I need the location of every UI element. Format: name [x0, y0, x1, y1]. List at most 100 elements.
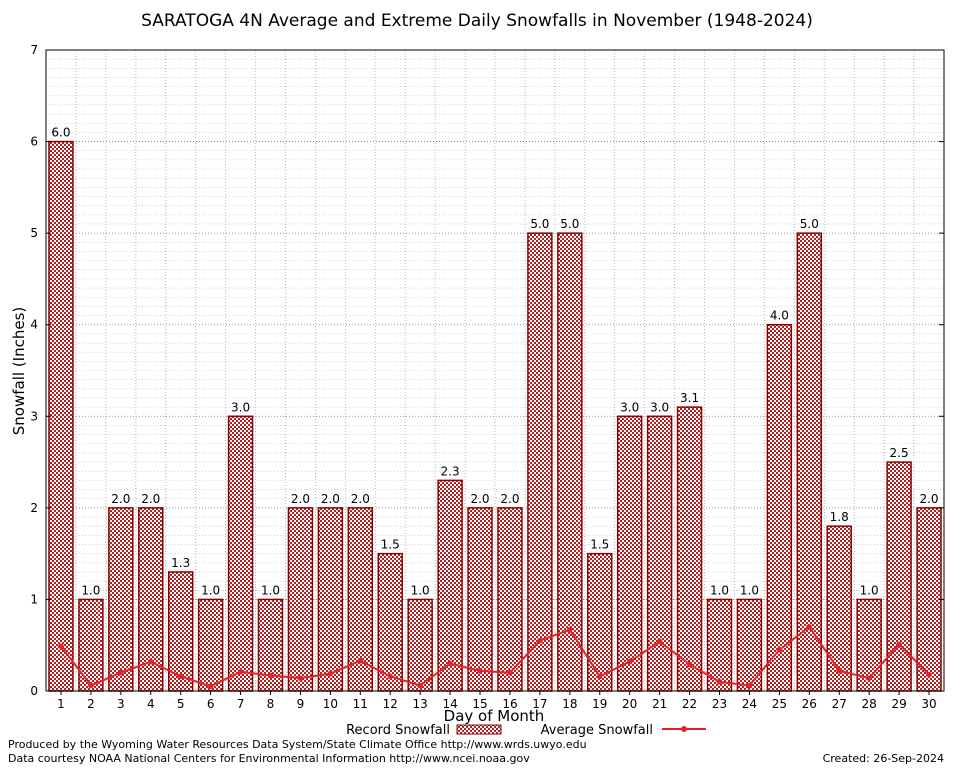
x-tick-label: 14 [442, 697, 457, 711]
legend: Record Snowfall Average Snowfall [346, 723, 706, 738]
record-bar [467, 507, 493, 692]
average-point [686, 661, 693, 668]
record-bar [197, 598, 224, 692]
footer-producer: Produced by the Wyoming Water Resources … [8, 738, 587, 751]
record-bar [766, 323, 793, 692]
footer-data-source: Data courtesy NOAA National Centers for … [8, 752, 530, 765]
bar-value-label: 1.3 [171, 556, 190, 570]
bar-value-label: 1.0 [411, 583, 430, 597]
record-bar [407, 598, 433, 692]
bar-value-label: 6.0 [51, 126, 70, 140]
average-point [177, 673, 184, 680]
bar-value-label: 3.0 [650, 400, 669, 414]
average-point [58, 643, 64, 649]
record-bar [527, 232, 553, 692]
bar-value-label: 3.0 [620, 400, 639, 414]
x-tick-label: 20 [622, 697, 637, 711]
average-point [507, 669, 513, 676]
grid [46, 50, 944, 691]
bar-value-label: 2.0 [351, 492, 370, 506]
x-tick-label: 7 [237, 697, 245, 711]
bar-value-label: 2.3 [441, 464, 460, 478]
record-bar [78, 598, 104, 692]
average-point [477, 668, 483, 674]
record-bar [437, 479, 463, 692]
bar-value-label: 5.0 [530, 217, 549, 231]
x-tick-label: 8 [267, 697, 275, 711]
average-point [118, 669, 124, 676]
x-tick-label: 15 [472, 697, 487, 711]
average-point [88, 682, 94, 689]
average-point [537, 637, 543, 644]
record-bar [886, 461, 912, 692]
y-tick-label: 4 [30, 318, 38, 332]
record-bar [736, 598, 763, 692]
y-tick-label: 3 [30, 409, 38, 423]
x-axis-label: Day of Month [444, 707, 545, 725]
x-tick-label: 17 [532, 697, 547, 711]
x-tick-label: 18 [562, 697, 577, 711]
average-point [387, 673, 394, 680]
average-point [596, 673, 603, 680]
average-point [806, 624, 813, 630]
x-tick-label: 10 [323, 697, 338, 711]
record-bar [616, 415, 643, 692]
record-bar [587, 552, 613, 692]
average-point [567, 626, 573, 633]
average-point [327, 670, 334, 677]
y-axis-label: Snowfall (Inches) [10, 307, 28, 435]
average-line [58, 624, 932, 690]
record-bar [676, 406, 703, 692]
y-tick-label: 5 [30, 226, 38, 240]
x-tick-label: 25 [772, 697, 787, 711]
x-tick-label: 16 [502, 697, 517, 711]
bar-value-label: 3.0 [231, 400, 250, 414]
bar-value-label: 2.0 [500, 492, 519, 506]
average-point [267, 672, 274, 679]
average-point [716, 679, 723, 685]
x-tick-label: 4 [147, 697, 155, 711]
bar-value-label: 5.0 [560, 217, 579, 231]
x-tick-label: 11 [353, 697, 368, 711]
x-tick-label: 6 [207, 697, 215, 711]
bar-value-label: 2.0 [470, 492, 489, 506]
bar-value-label: 1.0 [261, 583, 280, 597]
legend-record-swatch [456, 724, 502, 735]
legend-average-marker [681, 726, 687, 732]
bar-value-label: 2.0 [111, 492, 130, 506]
x-tick-label: 2 [87, 697, 95, 711]
average-point [776, 646, 783, 653]
bar-value-label: 2.0 [141, 492, 160, 506]
y-tick-label: 6 [30, 135, 38, 149]
average-series-line [60, 625, 930, 688]
record-bar [108, 507, 134, 692]
record-bar [796, 232, 823, 692]
x-tick-label: 3 [117, 697, 125, 711]
bar-value-label: 1.5 [590, 538, 609, 552]
record-bar [287, 507, 314, 692]
bar-value-label: 1.5 [381, 538, 400, 552]
bar-value-label: 2.5 [890, 446, 909, 460]
x-tick-label: 23 [712, 697, 727, 711]
average-point [656, 638, 663, 645]
average-point [866, 675, 872, 681]
x-tick-label: 21 [652, 697, 667, 711]
record-bar [557, 232, 583, 692]
average-point [896, 641, 902, 648]
legend-record-label: Record Snowfall [346, 723, 450, 738]
record-bar [48, 140, 74, 692]
x-tick-label: 9 [297, 697, 305, 711]
average-point [147, 658, 154, 665]
average-point [207, 683, 214, 690]
record-bar [227, 415, 254, 692]
bar-value-label: 2.0 [291, 492, 310, 506]
bar-value-label: 2.0 [321, 492, 340, 506]
legend-average-label: Average Snowfall [541, 723, 653, 738]
record-bar [377, 552, 403, 692]
x-tick-label: 13 [413, 697, 428, 711]
record-bar [916, 507, 942, 692]
bar-value-label: 1.8 [830, 510, 849, 524]
bars: 6.0 1.0 2.0 2.0 1.3 1.0 3.0 1.0 2.0 2.0 2.0 1.5 1.0 2… [48, 126, 942, 692]
average-point [836, 668, 843, 674]
